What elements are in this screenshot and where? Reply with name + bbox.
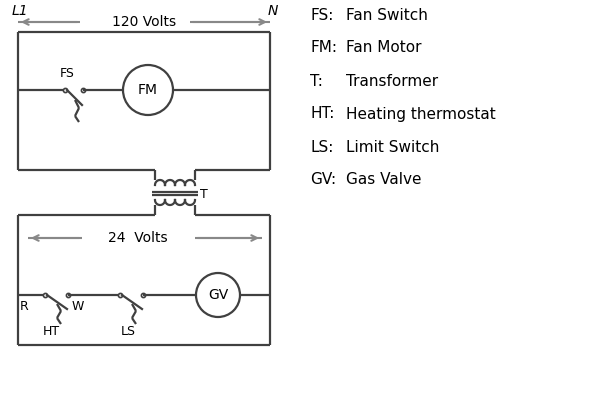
Text: N: N <box>268 4 278 18</box>
Text: GV:: GV: <box>310 172 336 188</box>
Text: Limit Switch: Limit Switch <box>346 140 440 154</box>
Text: Fan Switch: Fan Switch <box>346 8 428 22</box>
Text: 120 Volts: 120 Volts <box>112 15 176 29</box>
Text: Gas Valve: Gas Valve <box>346 172 421 188</box>
Text: R: R <box>20 300 29 313</box>
Text: LS: LS <box>121 325 136 338</box>
Text: L1: L1 <box>12 4 29 18</box>
Text: W: W <box>72 300 84 313</box>
Text: GV: GV <box>208 288 228 302</box>
Text: Transformer: Transformer <box>346 74 438 88</box>
Text: Heating thermostat: Heating thermostat <box>346 106 496 122</box>
Text: FS:: FS: <box>310 8 333 22</box>
Text: 24  Volts: 24 Volts <box>108 231 168 245</box>
Text: LS:: LS: <box>310 140 333 154</box>
Text: Fan Motor: Fan Motor <box>346 40 421 56</box>
Text: FM:: FM: <box>310 40 337 56</box>
Text: T:: T: <box>310 74 323 88</box>
Text: FS: FS <box>60 67 75 80</box>
Text: T: T <box>200 188 208 202</box>
Text: HT: HT <box>43 325 60 338</box>
Text: FM: FM <box>138 83 158 97</box>
Text: HT:: HT: <box>310 106 335 122</box>
